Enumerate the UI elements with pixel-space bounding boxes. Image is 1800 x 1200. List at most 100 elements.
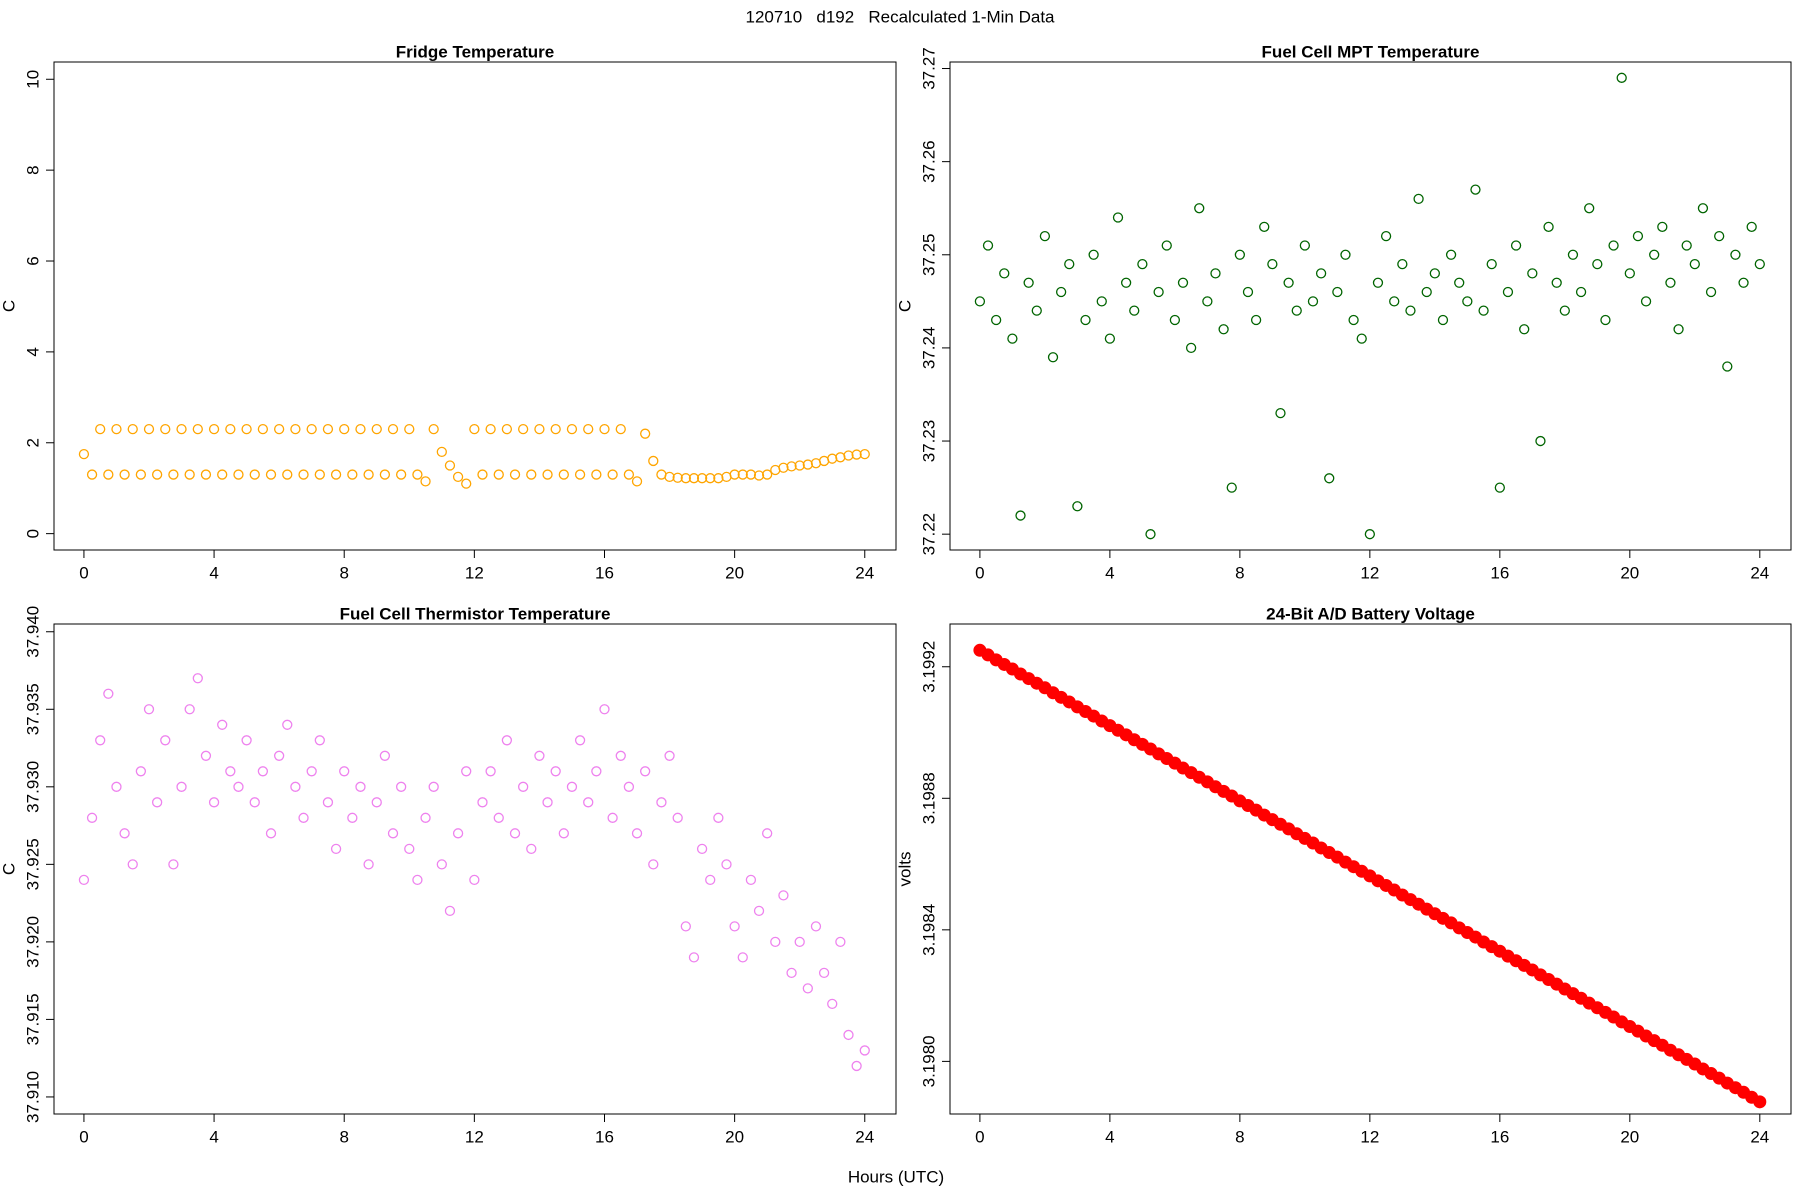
data-point	[664, 471, 675, 482]
data-point	[656, 797, 667, 808]
data-point	[753, 470, 765, 481]
data-point	[347, 812, 358, 823]
x-tick-label: 8	[1235, 563, 1244, 582]
x-tick-label: 16	[595, 563, 614, 582]
data-point	[298, 812, 309, 823]
data-point	[135, 469, 147, 480]
data-point	[827, 998, 838, 1010]
data-point	[827, 453, 838, 464]
data-point	[1137, 258, 1148, 270]
data-point	[249, 469, 260, 480]
data-point	[1380, 231, 1392, 242]
x-tick-label: 20	[725, 563, 744, 582]
data-point	[461, 766, 472, 777]
data-point	[1600, 314, 1611, 326]
data-point	[1754, 258, 1765, 270]
data-point	[168, 469, 179, 480]
data-point	[688, 952, 700, 963]
data-point	[493, 469, 504, 480]
data-point	[574, 735, 586, 746]
data-point	[412, 874, 423, 886]
y-tick-label: 3.1980	[919, 1035, 938, 1087]
data-point	[306, 766, 317, 777]
data-point	[387, 423, 399, 435]
data-point	[1624, 268, 1635, 279]
data-point	[444, 905, 456, 917]
data-point	[339, 766, 350, 777]
data-point	[200, 469, 212, 480]
plot-frame	[949, 623, 1792, 1115]
data-point	[436, 859, 447, 870]
data-point	[1429, 268, 1440, 279]
data-point	[1072, 501, 1083, 512]
data-point	[664, 750, 675, 761]
panel-title: 24-Bit A/D Battery Voltage	[1266, 604, 1475, 623]
data-point	[493, 812, 504, 823]
y-tick-label: 37.27	[919, 47, 938, 90]
data-point	[509, 828, 521, 839]
data-point	[696, 473, 708, 484]
data-point	[1259, 221, 1270, 232]
data-point	[672, 812, 683, 823]
x-tick-label: 8	[1235, 1127, 1244, 1146]
data-point	[1730, 249, 1741, 260]
data-point	[794, 460, 805, 471]
data-point	[420, 476, 431, 487]
data-point	[615, 423, 626, 435]
y-axis-label: C	[895, 300, 914, 312]
data-point	[176, 423, 187, 435]
data-point	[217, 469, 228, 480]
x-axis-label: Hours (UTC)	[848, 1167, 944, 1186]
x-tick-label: 24	[855, 1127, 874, 1146]
x-tick-label: 20	[1620, 563, 1639, 582]
data-point	[1080, 314, 1091, 326]
data-point	[680, 473, 691, 484]
data-point	[705, 874, 716, 886]
data-point	[990, 314, 1002, 326]
data-point	[794, 936, 805, 948]
data-point	[501, 735, 513, 746]
data-point	[640, 428, 651, 439]
data-point	[160, 423, 171, 435]
data-point	[1055, 286, 1067, 298]
y-tick-label: 37.930	[23, 761, 42, 813]
data-point	[974, 296, 986, 307]
data-point	[111, 423, 122, 435]
data-point	[1616, 72, 1627, 83]
x-tick-label: 0	[975, 1127, 984, 1146]
y-tick-label: 37.910	[23, 1071, 42, 1123]
data-point	[786, 461, 797, 472]
plot-frame	[949, 61, 1792, 551]
x-tick-label: 12	[465, 563, 484, 582]
x-tick-label: 20	[725, 1127, 744, 1146]
data-point	[1112, 212, 1124, 223]
y-tick-label: 3.1992	[919, 641, 938, 693]
data-point	[591, 766, 602, 777]
data-point	[379, 750, 391, 761]
y-tick-label: 8	[23, 165, 42, 174]
data-point	[265, 828, 277, 839]
data-point	[371, 423, 382, 435]
data-point	[1657, 221, 1668, 232]
x-tick-label: 0	[975, 563, 984, 582]
data-point	[566, 423, 578, 435]
data-point	[1177, 277, 1189, 288]
x-tick-label: 24	[855, 563, 874, 582]
data-point	[298, 469, 309, 480]
data-point	[1543, 221, 1554, 232]
y-tick-label: 37.940	[23, 606, 42, 658]
data-point	[469, 423, 480, 435]
data-point	[745, 874, 757, 886]
data-point	[192, 673, 203, 684]
y-tick-label: 0	[23, 529, 42, 538]
data-point	[314, 735, 325, 746]
data-point	[143, 423, 155, 435]
data-point	[1413, 193, 1424, 205]
data-point	[1120, 277, 1132, 288]
x-tick-label: 0	[79, 1127, 88, 1146]
data-point	[1039, 231, 1051, 242]
data-point	[999, 268, 1010, 279]
data-point	[583, 423, 594, 435]
data-point	[1673, 324, 1684, 335]
